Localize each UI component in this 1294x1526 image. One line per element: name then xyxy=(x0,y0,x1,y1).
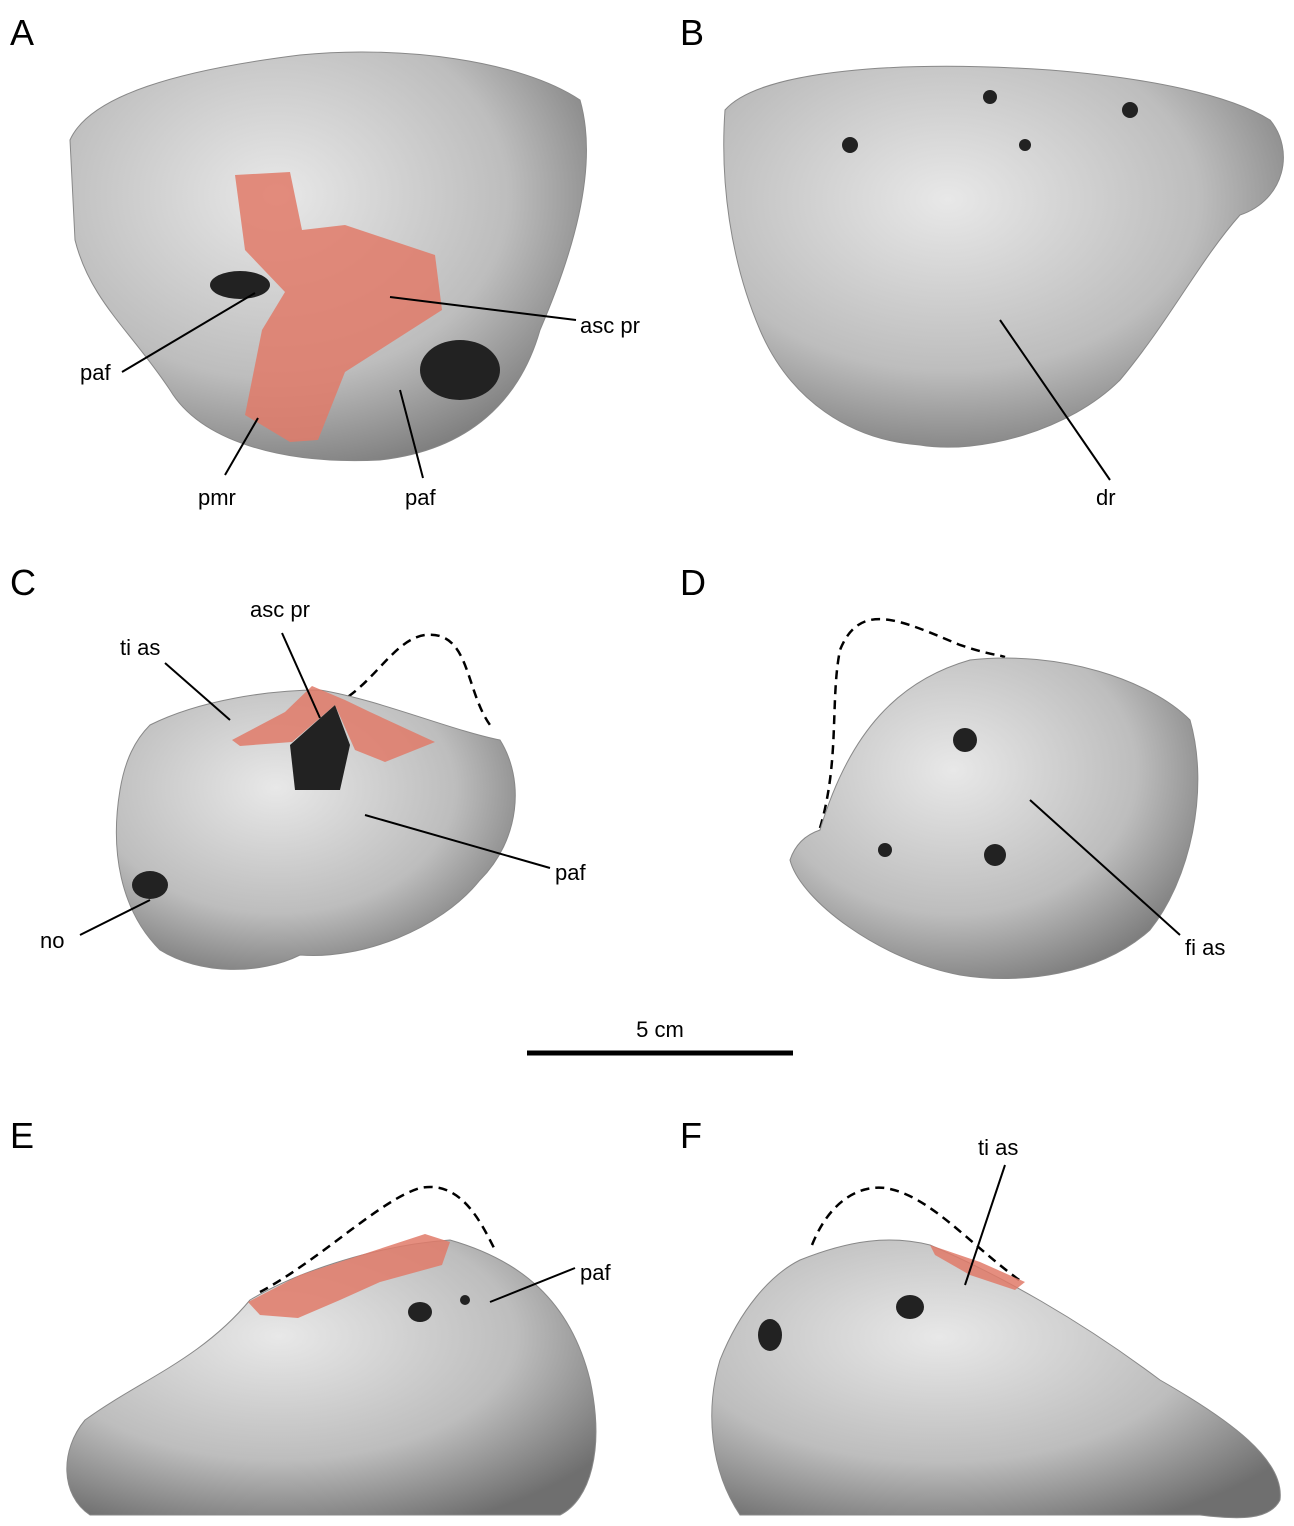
label: asc pr xyxy=(580,313,640,338)
panel-letter: A xyxy=(10,12,34,53)
scale-label: 5 cm xyxy=(636,1017,684,1042)
scale-bar: 5 cm xyxy=(527,1017,793,1053)
foramen xyxy=(1019,139,1031,151)
label: paf xyxy=(580,1260,611,1285)
foramen xyxy=(984,844,1006,866)
panel-d: D fi as xyxy=(680,562,1225,979)
panel-letter: F xyxy=(680,1115,702,1156)
label: paf xyxy=(405,485,436,510)
label: asc pr xyxy=(250,597,310,622)
label: fi as xyxy=(1185,935,1225,960)
panel-a: A asc pr paf pmr paf xyxy=(10,12,640,510)
foramen xyxy=(878,843,892,857)
panel-letter: C xyxy=(10,562,36,603)
bone xyxy=(790,658,1198,978)
foramen xyxy=(132,871,168,899)
foramen xyxy=(1122,102,1138,118)
panel-letter: D xyxy=(680,562,706,603)
foramen xyxy=(758,1319,782,1351)
foramen xyxy=(408,1302,432,1322)
label: paf xyxy=(555,860,586,885)
label: ti as xyxy=(978,1135,1018,1160)
label: ti as xyxy=(120,635,160,660)
foramen xyxy=(842,137,858,153)
label: pmr xyxy=(198,485,236,510)
foramen xyxy=(953,728,977,752)
label: paf xyxy=(80,360,111,385)
foramen xyxy=(460,1295,470,1305)
panel-e: E paf xyxy=(10,1115,611,1515)
panel-letter: E xyxy=(10,1115,34,1156)
panel-c: C asc pr ti as paf no xyxy=(10,562,586,969)
panel-f: F ti as xyxy=(680,1115,1280,1518)
panel-b: B dr xyxy=(680,12,1283,510)
foramen xyxy=(983,90,997,104)
label: no xyxy=(40,928,64,953)
label: dr xyxy=(1096,485,1116,510)
foramen xyxy=(420,340,500,400)
panel-letter: B xyxy=(680,12,704,53)
foramen xyxy=(896,1295,924,1319)
figure: A asc pr paf pmr paf B dr C asc pr ti a xyxy=(0,0,1294,1526)
bone xyxy=(724,66,1284,447)
foramen xyxy=(210,271,270,299)
